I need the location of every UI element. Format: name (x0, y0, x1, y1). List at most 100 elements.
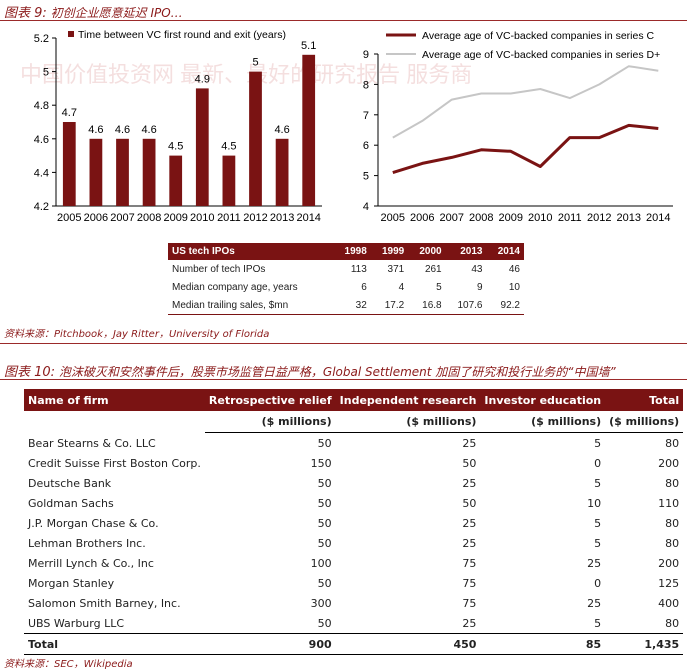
x-tick-label: 2012 (587, 212, 611, 224)
figure-9-top-rule (0, 20, 687, 21)
ipo-cell: 92.2 (486, 296, 524, 315)
figure-9-caption: 初创企业愿意延迟 IPO… (50, 6, 183, 20)
amount-cell: 5 (594, 516, 602, 530)
amount-cell: 5 (594, 476, 602, 490)
table-row: Bear Stearns & Co. LLC 50 25 5 80 (24, 433, 683, 454)
ipo-cell: 10 (508, 281, 520, 293)
ipo-header-cell: 2014 (486, 243, 524, 260)
figure-10-label: 图表 10: (4, 365, 56, 380)
amount-cell: 25 (462, 536, 477, 550)
figure-9-title: 图表 9: 初创企业愿意延迟 IPO… (4, 2, 183, 21)
ipo-cell: 46 (508, 263, 520, 275)
y-tick-label: 4.4 (34, 167, 49, 179)
total-amount: 85 (480, 633, 606, 655)
x-tick-label: 2008 (469, 212, 493, 224)
ipo-cell: 371 (387, 263, 405, 275)
amount-cell: 25 (462, 436, 477, 450)
header-investor-education: Investor education (480, 389, 606, 411)
bar-value-label: 4.5 (221, 141, 236, 153)
bar-value-label: 4.6 (88, 124, 103, 136)
table-row: Credit Suisse First Boston Corp. 150 50 0 20… (24, 453, 683, 473)
ipo-cell: 113 (350, 263, 367, 275)
amount-cell: 200 (658, 456, 680, 470)
amount-cell: 400 (658, 596, 680, 610)
bar-value-label: 4.5 (168, 141, 183, 153)
x-tick-label: 2014 (296, 212, 320, 224)
unit-cell: ($ millions) (605, 411, 684, 433)
bar (89, 138, 103, 206)
ipo-table-header: US tech IPOs 1998 1999 2000 2013 2014 (168, 243, 524, 260)
x-tick-label: 2012 (243, 212, 267, 224)
amount-cell: 5 (594, 616, 602, 630)
total-label: Total (24, 633, 205, 655)
figure-10-title: 图表 10: 泡沫破灭和安然事件后，股票市场监管日益严格，Global Sett… (4, 361, 616, 380)
ipo-table-row: Number of tech IPOs 113 371 261 43 46 (168, 260, 524, 278)
ipo-cell: 43 (471, 263, 483, 275)
header-retrospective-relief: Retrospective relief (204, 389, 336, 411)
ipo-cell: Median company age, years (172, 281, 298, 293)
amount-cell: 10 (587, 496, 602, 510)
amount-cell: 50 (317, 436, 332, 450)
ipo-cell: 5 (436, 281, 442, 293)
watermark-layer: 中国价值投资网 最新、最好的研究报告 服务商 (20, 62, 472, 87)
ipo-cell: 32 (333, 296, 371, 315)
firm-name-cell: Merrill Lynch & Co., Inc (28, 556, 154, 570)
amount-cell: 0 (594, 576, 602, 590)
x-tick-label: 2006 (410, 212, 434, 224)
global-settlement-table: Name of firm Retrospective relief Indepe… (24, 389, 684, 655)
x-tick-label: 2010 (528, 212, 552, 224)
header-total: Total (605, 389, 684, 411)
amount-cell: 50 (317, 576, 332, 590)
ipo-cell: Median trailing sales, $mn (168, 296, 334, 315)
y-tick-label: 5 (363, 171, 369, 183)
y-tick-label: 5.2 (34, 33, 49, 45)
bar (169, 155, 183, 206)
ipo-header-cell: 1999 (370, 243, 409, 260)
bar (142, 138, 156, 206)
table-row: J.P. Morgan Chase & Co. 50 25 5 80 (24, 513, 683, 533)
amount-cell: 80 (665, 616, 680, 630)
amount-cell: 80 (665, 436, 680, 450)
unit-cell: ($ millions) (335, 411, 481, 433)
bar (302, 54, 316, 206)
watermark-text: 中国价值投资网 最新、最好的研究报告 服务商 (20, 62, 472, 87)
firm-name-cell: Morgan Stanley (28, 576, 115, 590)
legend-swatch (68, 31, 74, 37)
table-row: Merrill Lynch & Co., Inc 100 75 25 200 (24, 553, 683, 573)
bar-value-label: 4.6 (274, 124, 289, 136)
ipo-cell: 4 (398, 281, 405, 293)
ipo-table-row: Median company age, years 6 4 5 9 10 (168, 278, 524, 296)
figure-10-top-rule (0, 379, 687, 380)
x-tick-label: 2007 (440, 212, 464, 224)
table-row: UBS Warburg LLC 50 25 5 80 (24, 613, 683, 634)
ipo-header-cell: US tech IPOs (168, 243, 334, 260)
bar (275, 138, 289, 206)
ipo-cell: Number of tech IPOs (172, 263, 266, 275)
bar-value-label: 4.6 (141, 124, 156, 136)
amount-cell: 5 (594, 536, 602, 550)
header-independent-research: Independent research (335, 389, 481, 411)
firm-name-cell: Deutsche Bank (28, 476, 112, 490)
y-tick-label: 8 (363, 79, 369, 91)
amount-cell: 50 (317, 516, 332, 530)
total-amount: 900 (204, 633, 336, 655)
ipo-cell: 6 (361, 281, 367, 293)
firm-name-cell: Goldman Sachs (28, 496, 114, 510)
figure-10-caption: 泡沫破灭和安然事件后，股票市场监管日益严格，Global Settlement … (58, 365, 616, 379)
ipo-header-cell: 2013 (445, 243, 487, 260)
x-tick-label: 2008 (137, 212, 161, 224)
ipo-header-cell: 1998 (333, 243, 371, 260)
total-amount: 1,435 (605, 633, 684, 655)
legend-label: Time between VC first round and exit (ye… (78, 29, 286, 41)
figure-9-source: 资料来源：Pitchbook，Jay Ritter，University of … (4, 329, 270, 340)
x-tick-label: 2011 (217, 212, 241, 224)
amount-cell: 150 (310, 456, 332, 470)
x-tick-label: 2009 (499, 212, 523, 224)
firm-name-cell: UBS Warburg LLC (28, 616, 125, 630)
amount-cell: 25 (462, 516, 477, 530)
total-amount: 450 (335, 633, 481, 655)
bar (249, 71, 262, 206)
firm-name-cell: Credit Suisse First Boston Corp. (28, 456, 201, 470)
amount-cell: 200 (658, 556, 680, 570)
amount-cell: 100 (310, 556, 332, 570)
